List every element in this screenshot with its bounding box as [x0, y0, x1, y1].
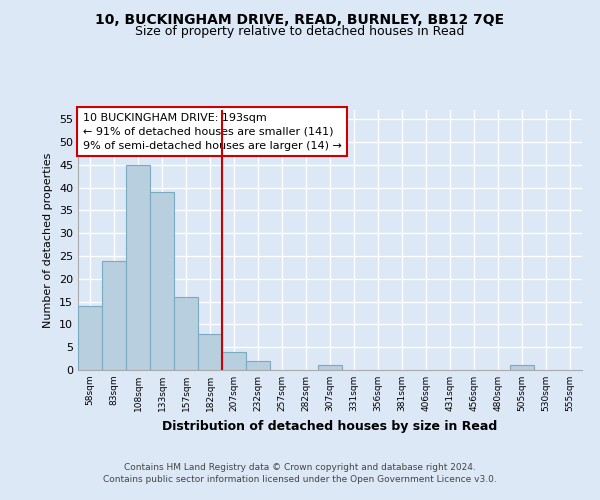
Text: 10 BUCKINGHAM DRIVE: 193sqm
← 91% of detached houses are smaller (141)
9% of sem: 10 BUCKINGHAM DRIVE: 193sqm ← 91% of det…: [83, 112, 342, 150]
Bar: [318, 366, 342, 370]
Bar: [246, 361, 270, 370]
Text: Contains public sector information licensed under the Open Government Licence v3: Contains public sector information licen…: [103, 475, 497, 484]
Bar: [174, 297, 198, 370]
X-axis label: Distribution of detached houses by size in Read: Distribution of detached houses by size …: [163, 420, 497, 432]
Bar: [222, 352, 246, 370]
Text: Size of property relative to detached houses in Read: Size of property relative to detached ho…: [136, 25, 464, 38]
Bar: [126, 164, 150, 370]
Bar: [510, 366, 534, 370]
Bar: [198, 334, 222, 370]
Bar: [150, 192, 174, 370]
Y-axis label: Number of detached properties: Number of detached properties: [43, 152, 53, 328]
Bar: [78, 306, 102, 370]
Bar: [102, 260, 126, 370]
Text: Contains HM Land Registry data © Crown copyright and database right 2024.: Contains HM Land Registry data © Crown c…: [124, 464, 476, 472]
Text: 10, BUCKINGHAM DRIVE, READ, BURNLEY, BB12 7QE: 10, BUCKINGHAM DRIVE, READ, BURNLEY, BB1…: [95, 12, 505, 26]
